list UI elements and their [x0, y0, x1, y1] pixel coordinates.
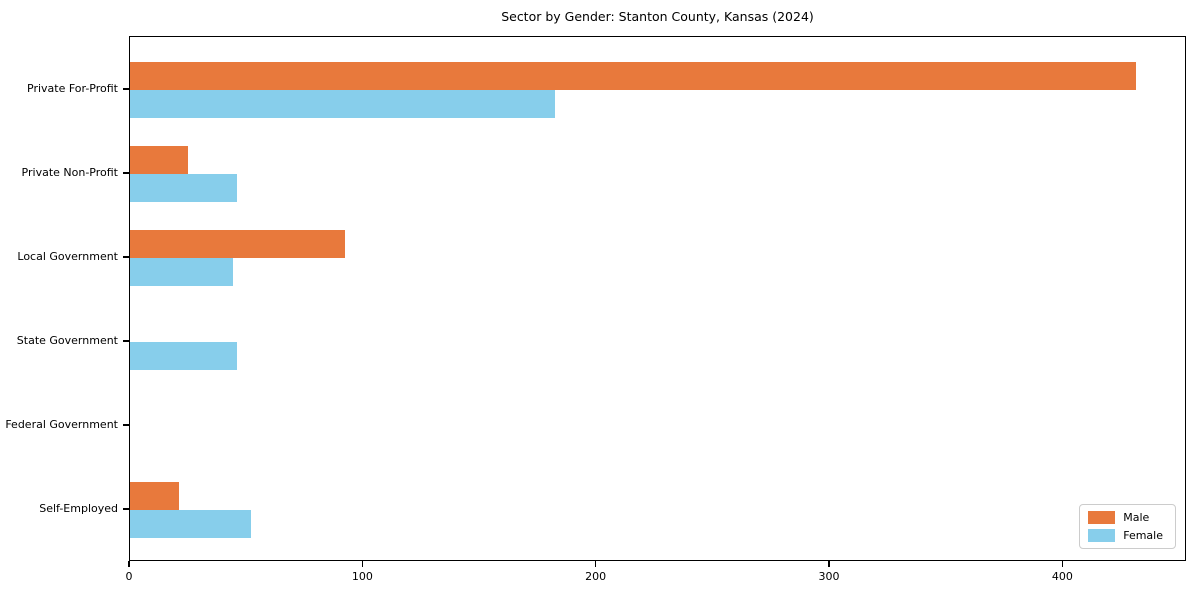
y-tick-label: Private Non-Profit — [21, 166, 118, 179]
x-tick-mark — [128, 561, 130, 567]
y-tick-label: Private For-Profit — [27, 82, 118, 95]
y-tick-mark — [123, 88, 129, 90]
legend-swatch-female-icon — [1088, 529, 1116, 542]
y-tick-mark — [123, 424, 129, 426]
bar-female — [130, 258, 233, 286]
plot-area: Male Female — [129, 36, 1186, 561]
y-tick-label: Self-Employed — [39, 502, 118, 515]
legend-swatch-male-icon — [1088, 511, 1116, 524]
bar-male — [130, 62, 1136, 90]
bar-male — [130, 146, 189, 174]
y-tick-label: State Government — [16, 334, 118, 347]
x-tick-mark — [1061, 561, 1064, 567]
legend-label: Female — [1123, 529, 1163, 542]
legend-item-male: Male — [1088, 511, 1163, 524]
x-tick-label: 200 — [585, 570, 607, 583]
bar-male — [130, 482, 179, 510]
bar-female — [130, 342, 238, 370]
x-tick-label: 0 — [125, 570, 133, 583]
y-tick-mark — [123, 256, 129, 258]
chart-title: Sector by Gender: Stanton County, Kansas… — [501, 9, 814, 24]
legend: Male Female — [1079, 504, 1176, 549]
x-tick-label: 400 — [1051, 570, 1073, 583]
legend-item-female: Female — [1088, 529, 1163, 542]
y-tick-label: Local Government — [17, 250, 118, 263]
x-tick-mark — [594, 561, 597, 567]
bar-female — [130, 510, 252, 538]
y-tick-mark — [123, 508, 129, 510]
bar-male — [130, 230, 345, 258]
y-tick-label: Federal Government — [5, 418, 118, 431]
x-tick-mark — [361, 561, 364, 567]
legend-label: Male — [1123, 511, 1150, 524]
y-tick-mark — [123, 172, 129, 174]
bar-female — [130, 90, 555, 118]
x-tick-label: 100 — [351, 570, 373, 583]
y-tick-mark — [123, 340, 129, 342]
bar-female — [130, 174, 238, 202]
x-tick-mark — [828, 561, 830, 567]
x-tick-label: 300 — [818, 570, 840, 583]
